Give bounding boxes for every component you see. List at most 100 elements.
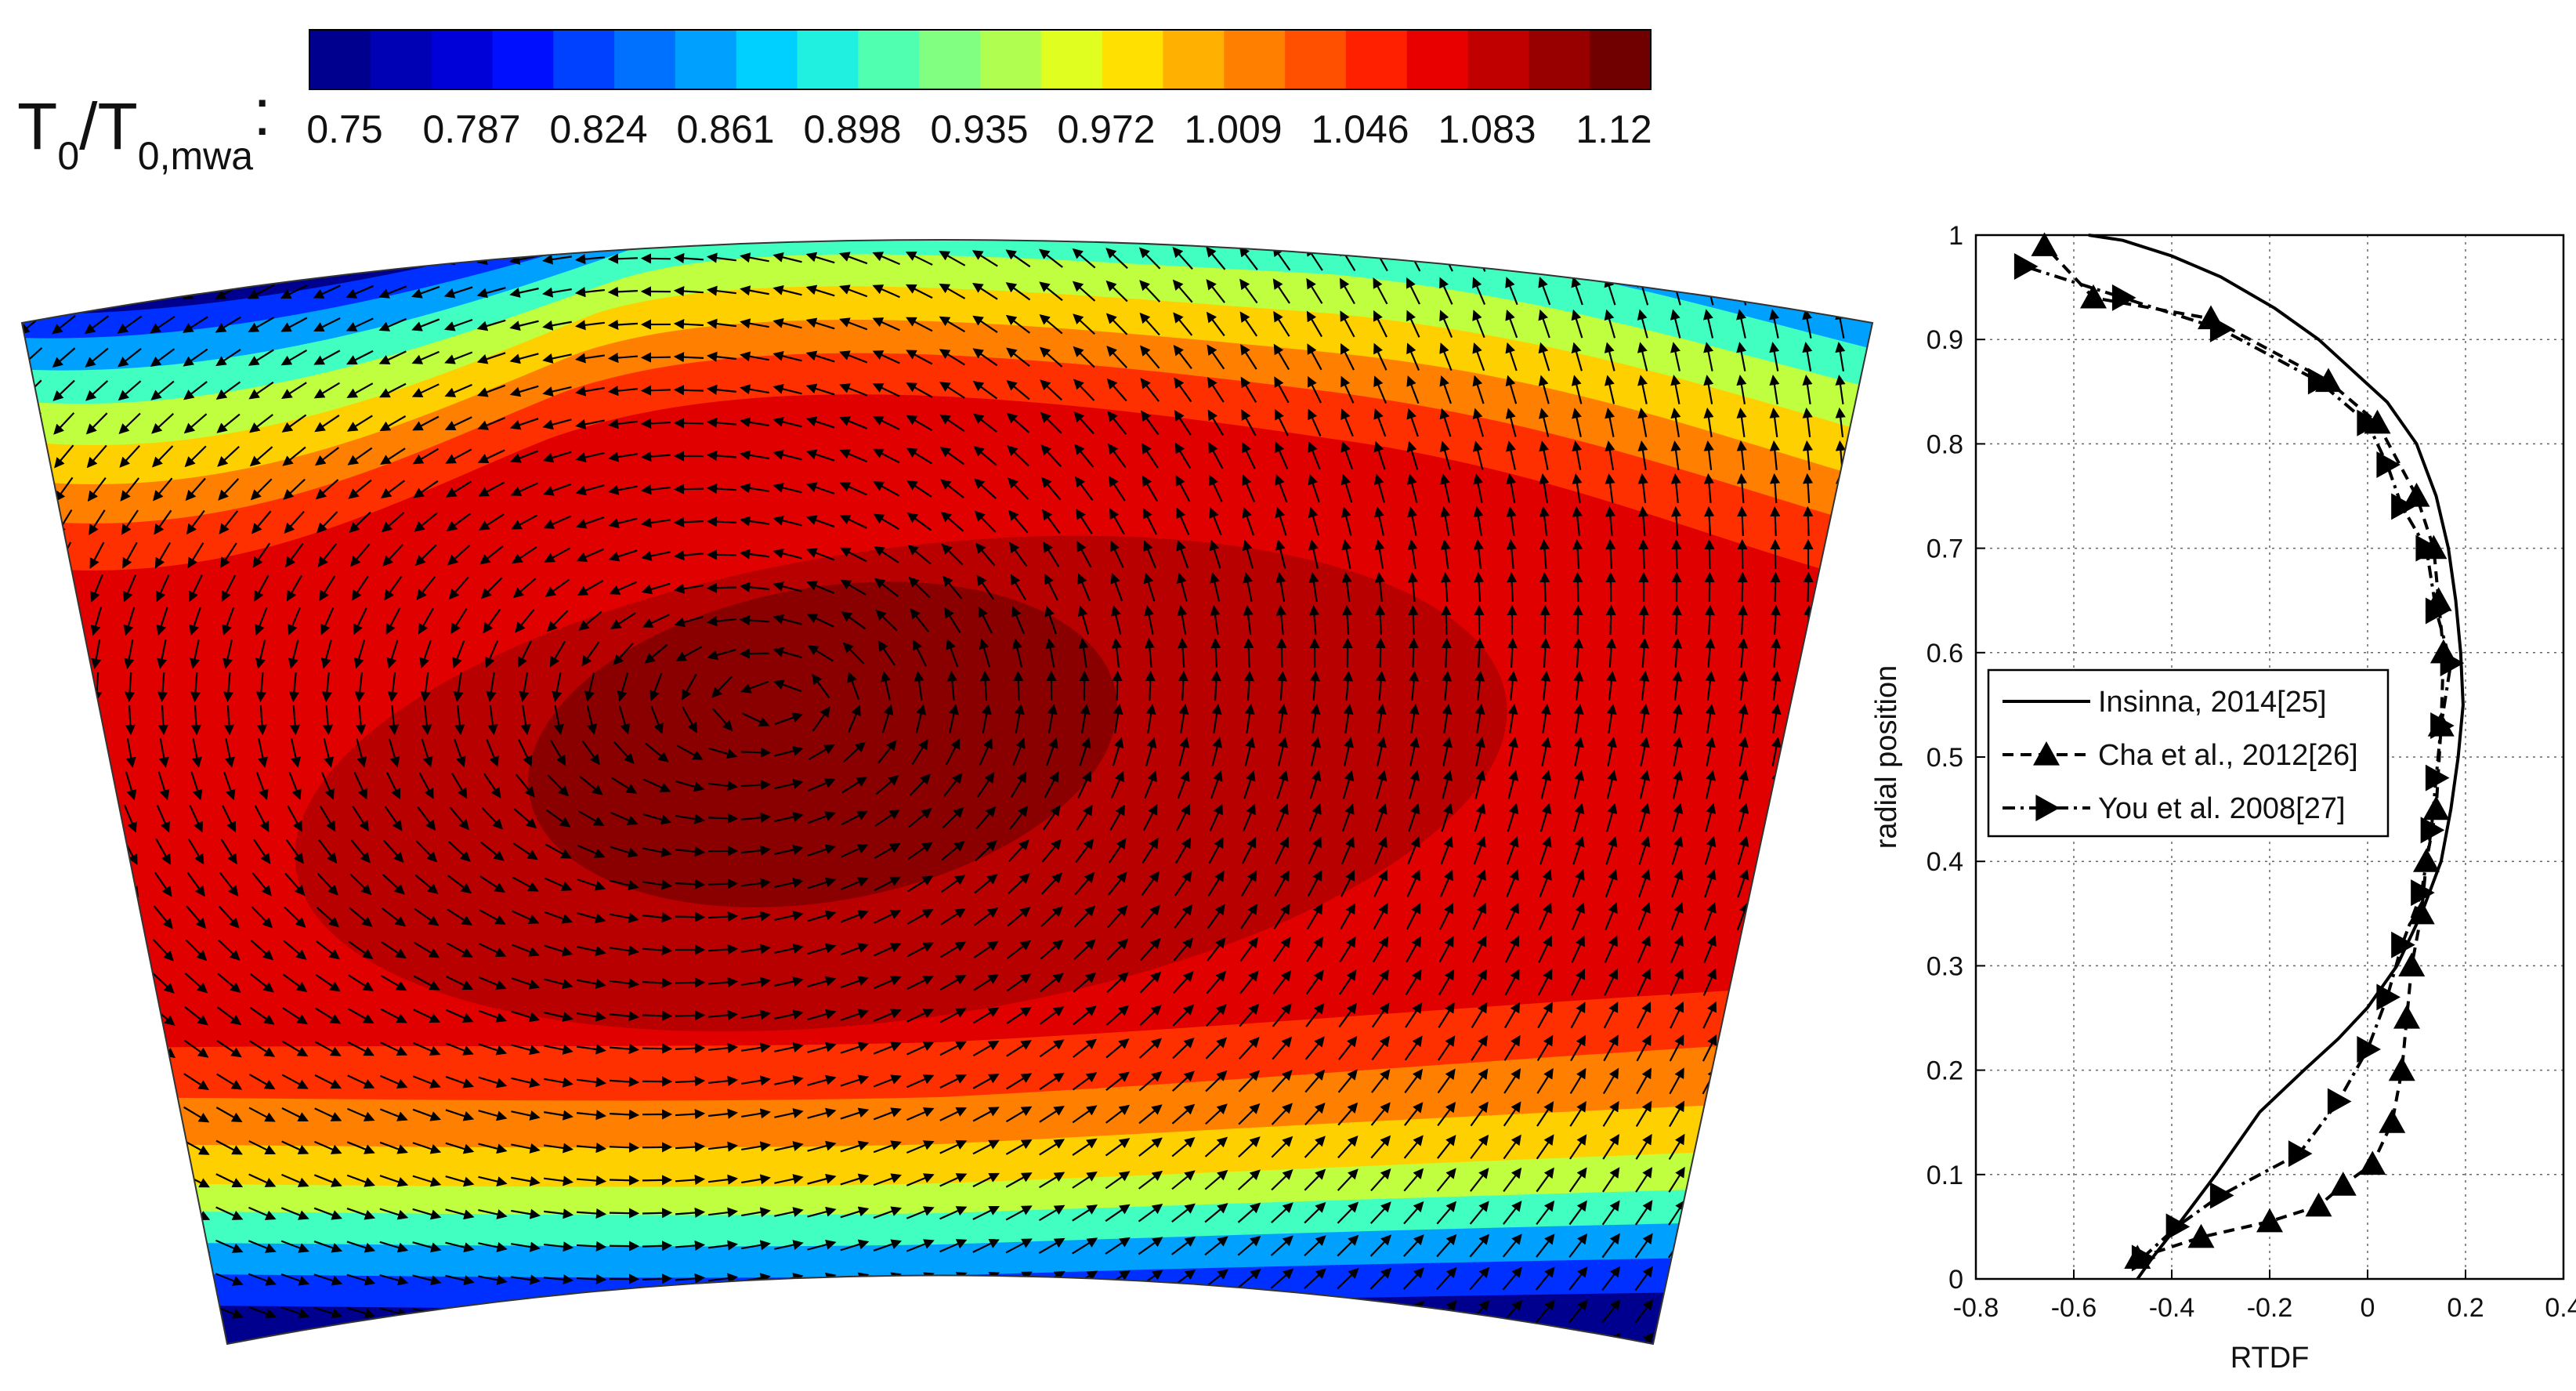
velocity-arrow: [1439, 375, 1453, 404]
velocity-arrow: [420, 672, 431, 703]
velocity-arrow: [353, 607, 367, 636]
velocity-arrow: [1701, 1199, 1718, 1226]
velocity-arrow: [1038, 1304, 1065, 1320]
velocity-arrow: [288, 672, 299, 703]
velocity-arrow: [285, 542, 304, 568]
velocity-arrow: [1340, 408, 1354, 437]
velocity-arrow: [150, 380, 175, 400]
velocity-arrow: [512, 578, 537, 599]
velocity-arrow: [549, 640, 566, 668]
velocity-arrow: [84, 1305, 112, 1319]
colorbar-swatch: [1406, 30, 1469, 89]
velocity-arrow: [1011, 606, 1025, 635]
colorbar-swatch: [1345, 30, 1408, 89]
velocity-arrow: [939, 349, 965, 366]
velocity-arrow: [1769, 935, 1782, 964]
velocity-arrow: [939, 283, 966, 299]
velocity-arrow: [150, 348, 175, 368]
velocity-arrow: [1605, 505, 1615, 537]
velocity-arrow: [1638, 637, 1650, 668]
velocity-arrow: [223, 672, 234, 703]
velocity-arrow: [1005, 1337, 1033, 1344]
velocity-arrow: [117, 1205, 144, 1221]
velocity-arrow: [642, 1010, 673, 1021]
data-point: [2080, 284, 2107, 309]
velocity-arrow: [1208, 442, 1224, 469]
velocity-arrow: [349, 543, 371, 567]
velocity-arrow: [542, 418, 572, 430]
velocity-arrow: [1373, 473, 1385, 503]
velocity-arrow: [1242, 539, 1254, 569]
velocity-arrow: [1670, 342, 1681, 371]
velocity-arrow: [150, 1172, 177, 1188]
velocity-arrow: [707, 878, 739, 889]
velocity-arrow: [673, 285, 704, 297]
velocity-arrow: [53, 412, 75, 435]
velocity-arrow: [1273, 310, 1290, 337]
velocity-arrow: [1836, 802, 1848, 832]
velocity-arrow: [55, 476, 74, 502]
velocity-arrow: [216, 413, 241, 433]
velocity-arrow: [642, 614, 670, 628]
velocity-arrow: [478, 1340, 508, 1344]
velocity-arrow: [419, 639, 432, 669]
velocity-arrow: [806, 614, 834, 628]
colorbar-tick-label: 1.12: [1576, 107, 1652, 151]
velocity-arrow: [151, 413, 175, 434]
field-band-top: [22, 240, 1872, 404]
colorbar-swatch: [614, 30, 676, 89]
field-band-top: [22, 240, 1872, 371]
velocity-arrow: [1639, 670, 1650, 701]
velocity-arrow: [1209, 474, 1223, 502]
velocity-arrow: [320, 607, 335, 636]
velocity-arrow: [1240, 376, 1257, 404]
velocity-arrow: [807, 645, 834, 662]
velocity-arrow: [1705, 670, 1716, 701]
velocity-arrow: [280, 284, 308, 299]
velocity-arrow: [1637, 342, 1648, 371]
velocity-arrow: [84, 1238, 111, 1254]
velocity-arrow: [1833, 1133, 1849, 1161]
velocity-arrow: [873, 448, 900, 464]
velocity-arrow: [413, 480, 439, 498]
velocity-arrow: [280, 317, 308, 332]
velocity-arrow: [1803, 571, 1814, 603]
velocity-arrow: [1572, 538, 1583, 570]
velocity-arrow: [382, 544, 404, 567]
velocity-arrow: [412, 447, 440, 465]
velocity-arrow: [1868, 935, 1872, 964]
velocity-arrow: [150, 1305, 178, 1319]
velocity-arrow: [1176, 507, 1190, 535]
velocity-arrow: [649, 672, 663, 701]
velocity-arrow: [906, 513, 932, 531]
velocity-arrow: [1768, 1034, 1782, 1062]
velocity-arrow: [315, 479, 339, 500]
velocity-arrow: [60, 738, 71, 768]
velocity-arrow: [1308, 604, 1320, 636]
velocity-arrow: [608, 451, 638, 462]
velocity-arrow: [248, 284, 275, 299]
velocity-arrow: [1704, 604, 1715, 636]
velocity-arrow: [119, 972, 142, 994]
velocity-arrow: [1568, 1332, 1588, 1344]
velocity-arrow: [807, 1305, 837, 1317]
velocity-arrow: [476, 287, 506, 299]
velocity-arrow: [1868, 276, 1872, 306]
velocity-arrow: [1005, 282, 1031, 301]
velocity-arrow: [150, 1239, 178, 1253]
velocity-arrow: [772, 647, 802, 658]
velocity-arrow: [454, 705, 465, 736]
velocity-arrow: [1768, 243, 1780, 273]
velocity-arrow: [1173, 312, 1193, 336]
velocity-arrow: [1239, 245, 1258, 270]
velocity-arrow: [1375, 604, 1386, 636]
velocity-arrow: [1869, 901, 1872, 931]
velocity-arrow: [215, 251, 242, 266]
velocity-arrow: [1341, 571, 1352, 602]
velocity-arrow: [1073, 313, 1095, 335]
velocity-arrow: [682, 673, 697, 701]
velocity-arrow: [1801, 243, 1813, 273]
velocity-arrow: [86, 1005, 109, 1027]
velocity-arrow: [939, 447, 965, 465]
velocity-arrow: [972, 348, 998, 367]
